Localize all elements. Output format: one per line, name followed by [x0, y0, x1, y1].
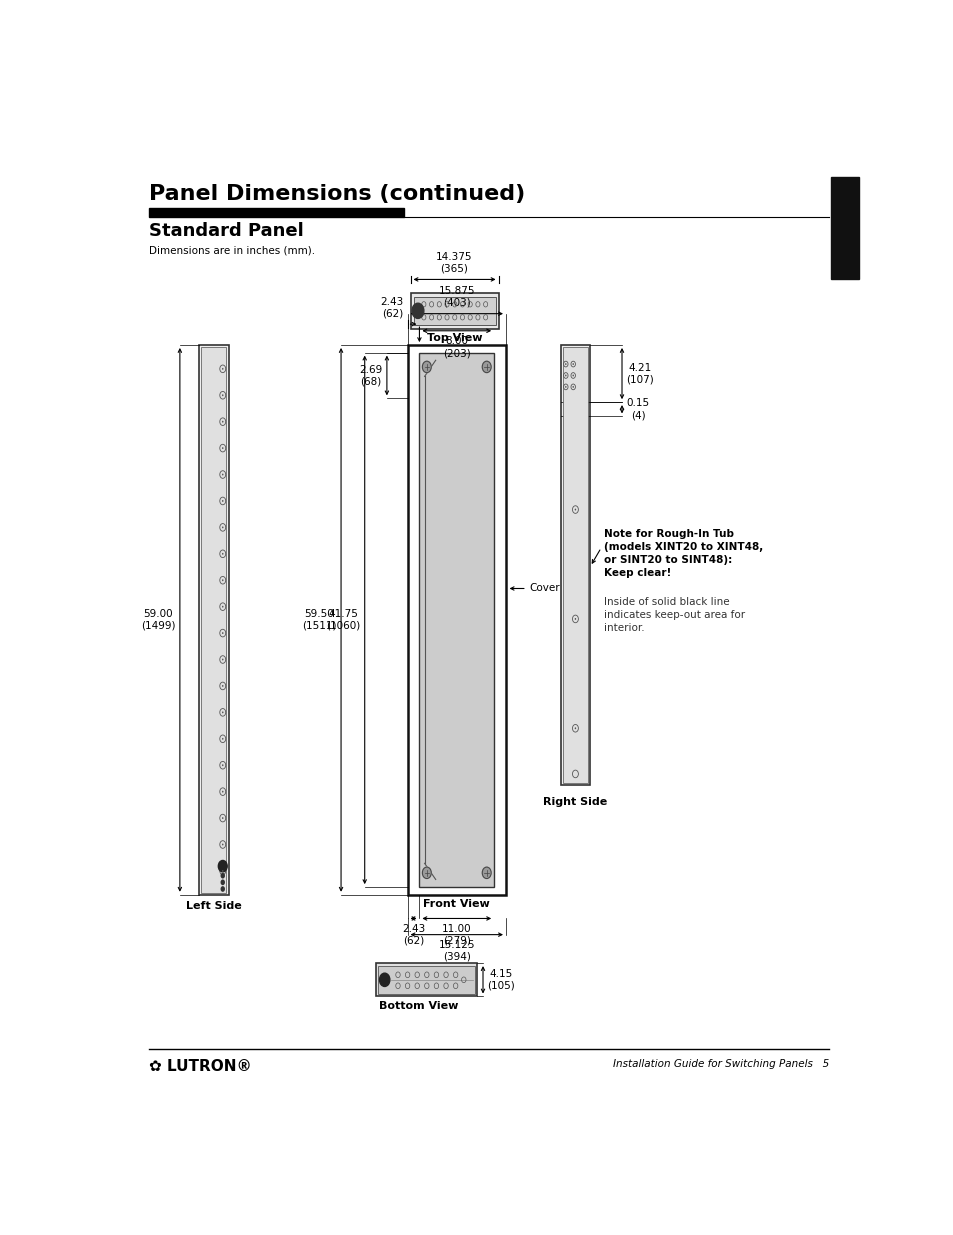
Circle shape [222, 711, 223, 714]
Circle shape [574, 727, 576, 729]
Text: Front View: Front View [423, 899, 490, 909]
Circle shape [220, 887, 225, 892]
Bar [560, 345, 590, 785]
Text: 15.125
(394): 15.125 (394) [438, 940, 475, 962]
Circle shape [222, 869, 223, 872]
Bar [410, 293, 498, 329]
Circle shape [222, 368, 223, 369]
Text: 2.43
(62): 2.43 (62) [380, 296, 403, 319]
Text: 4.21
(107): 4.21 (107) [626, 363, 654, 384]
Bar [199, 345, 229, 894]
Circle shape [222, 844, 223, 846]
Circle shape [220, 879, 225, 885]
Text: 41.75
(1060): 41.75 (1060) [326, 609, 360, 631]
Circle shape [222, 658, 223, 661]
Bar [377, 966, 475, 994]
Circle shape [222, 790, 223, 793]
Circle shape [222, 553, 223, 555]
Circle shape [222, 737, 223, 740]
Bar [413, 296, 495, 325]
Circle shape [222, 447, 223, 450]
Text: Top View: Top View [426, 332, 482, 342]
Circle shape [564, 363, 566, 366]
Bar [149, 209, 403, 216]
Circle shape [379, 973, 390, 987]
Circle shape [220, 873, 225, 878]
Circle shape [222, 632, 223, 634]
Circle shape [422, 867, 431, 878]
Circle shape [222, 473, 223, 475]
Text: Standard Panel: Standard Panel [149, 222, 303, 241]
Text: 59.50
(1511): 59.50 (1511) [302, 609, 336, 631]
Circle shape [564, 385, 566, 388]
Text: Dimensions are in inches (mm).: Dimensions are in inches (mm). [149, 246, 314, 256]
Text: 4.15
(105): 4.15 (105) [487, 969, 515, 990]
Circle shape [574, 509, 576, 510]
Circle shape [572, 363, 574, 366]
Circle shape [482, 361, 491, 373]
Text: 15.875
(403): 15.875 (403) [438, 287, 475, 308]
Circle shape [572, 385, 574, 388]
Circle shape [222, 421, 223, 422]
Text: Left Side: Left Side [186, 902, 241, 911]
Text: Installation Guide for Switching Panels   5: Installation Guide for Switching Panels … [612, 1060, 828, 1070]
Circle shape [564, 374, 566, 377]
Circle shape [222, 605, 223, 608]
Circle shape [222, 500, 223, 501]
Bar [201, 347, 226, 893]
Bar [562, 347, 587, 783]
Bar [419, 353, 494, 887]
Text: 14.375
(365): 14.375 (365) [436, 252, 473, 274]
Text: Inside of solid black line
indicates keep-out area for
interior.: Inside of solid black line indicates kee… [603, 597, 744, 634]
Text: 11.00
(279): 11.00 (279) [441, 924, 471, 946]
Circle shape [482, 867, 491, 878]
Circle shape [422, 361, 431, 373]
Bar [375, 963, 476, 997]
Text: 8.00
(203): 8.00 (203) [442, 336, 470, 358]
Circle shape [222, 764, 223, 766]
Text: Bottom View: Bottom View [379, 1002, 458, 1011]
Circle shape [412, 304, 423, 319]
Text: 2.69
(68): 2.69 (68) [359, 364, 382, 387]
Circle shape [222, 394, 223, 396]
Text: Cover: Cover [510, 583, 559, 594]
Circle shape [572, 374, 574, 377]
Circle shape [222, 526, 223, 529]
Text: 2.43
(62): 2.43 (62) [401, 924, 425, 946]
Bar [407, 345, 505, 894]
Text: ✿ LUTRON®: ✿ LUTRON® [149, 1060, 252, 1074]
Text: Panel Dimensions (continued): Panel Dimensions (continued) [149, 184, 524, 204]
Text: 0.15
(4): 0.15 (4) [626, 399, 649, 420]
Circle shape [222, 818, 223, 819]
Circle shape [574, 618, 576, 620]
Bar [830, 177, 858, 279]
Circle shape [218, 861, 227, 872]
Circle shape [222, 685, 223, 687]
Text: Note for Rough-In Tub
(models XINT20 to XINT48,
or SINT20 to SINT48):
Keep clear: Note for Rough-In Tub (models XINT20 to … [603, 529, 762, 578]
Text: 59.00
(1499): 59.00 (1499) [141, 609, 175, 631]
Circle shape [222, 579, 223, 582]
Text: Right Side: Right Side [543, 797, 607, 806]
